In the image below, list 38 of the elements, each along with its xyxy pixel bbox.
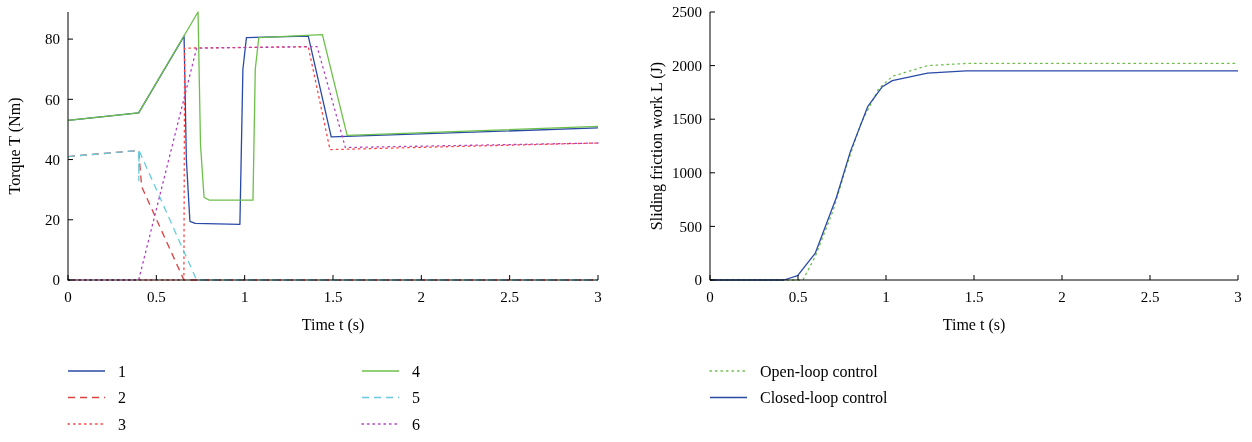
x-tick-label: 2 — [1058, 289, 1066, 305]
legend-label: 6 — [412, 415, 420, 433]
y-tick-label: 1500 — [672, 111, 702, 128]
y-tick-label: 2500 — [672, 4, 702, 21]
y-tick-label: 40 — [45, 151, 60, 168]
legend-label: Closed-loop control — [760, 389, 889, 408]
x-tick-label: 1.5 — [964, 289, 984, 305]
line-series — [67, 11, 599, 201]
x-tick-label: 1.5 — [323, 289, 343, 305]
y-tick-label: 80 — [45, 31, 60, 48]
legend-label: 2 — [118, 389, 126, 407]
x-tick-label: 2.5 — [1140, 289, 1160, 305]
y-tick-label: 20 — [45, 212, 60, 229]
y-tick-label: 1000 — [672, 165, 702, 182]
legend-label: 3 — [118, 415, 126, 433]
y-axis-title: Sliding friction work L (J) — [648, 61, 666, 231]
legend-label: 5 — [412, 389, 420, 407]
x-tick-label: 3 — [1234, 289, 1242, 305]
legend-label: Open-loop control — [760, 362, 879, 381]
x-tick-label: 0 — [64, 289, 72, 305]
y-tick-label: 60 — [45, 91, 60, 108]
y-tick-label: 0 — [694, 272, 702, 289]
x-tick-label: 2 — [417, 289, 426, 305]
x-tick-label: 0.5 — [788, 289, 808, 305]
legend-label: 4 — [412, 362, 420, 380]
x-tick-label: 2.5 — [500, 289, 520, 305]
x-tick-label: 1 — [240, 289, 249, 305]
x-tick-label: 3 — [594, 289, 602, 305]
y-axis-title: Torque T (Nm) — [6, 97, 24, 195]
x-tick-label: 0.5 — [146, 289, 166, 305]
y-tick-label: 0 — [52, 272, 60, 289]
x-tick-label: 1 — [882, 289, 890, 305]
x-tick-label: 0 — [706, 289, 714, 305]
y-tick-label: 2000 — [672, 57, 702, 74]
y-tick-label: 500 — [679, 218, 702, 235]
x-axis-title: Time t (s) — [301, 316, 365, 334]
legend-label: 1 — [118, 362, 126, 380]
x-axis-title: Time t (s) — [942, 316, 1006, 334]
